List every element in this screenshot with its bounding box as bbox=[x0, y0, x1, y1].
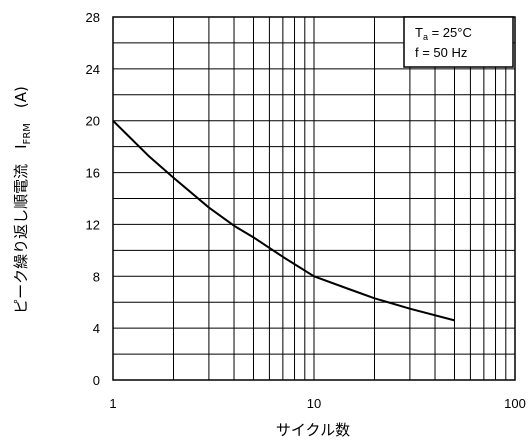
x-tick-label: 10 bbox=[307, 396, 321, 411]
legend-box: Ta = 25°C f = 50 Hz bbox=[403, 16, 514, 68]
y-tick-label: 8 bbox=[93, 269, 100, 284]
x-tick-label: 1 bbox=[109, 396, 116, 411]
series-line bbox=[112, 119, 455, 322]
y-tick-label: 0 bbox=[93, 373, 100, 388]
x-tick-label: 100 bbox=[504, 396, 526, 411]
y-tick-label: 24 bbox=[86, 62, 100, 77]
y-tick-label: 28 bbox=[86, 10, 100, 25]
y-tick-label: 16 bbox=[86, 166, 100, 181]
y-axis-title: ピーク繰り返し順電流 IFRM (A) bbox=[12, 86, 33, 314]
ticks: 0 4 8 12 16 20 24 28 1 10 100 bbox=[86, 10, 526, 411]
legend-frequency: f = 50 Hz bbox=[415, 45, 467, 60]
x-axis-title: サイクル数 bbox=[276, 421, 350, 439]
y-tick-label: 4 bbox=[93, 321, 100, 336]
y-tick-label: 20 bbox=[86, 114, 100, 129]
plot-frame bbox=[112, 16, 516, 381]
legend-temperature: Ta = 25°C bbox=[415, 25, 472, 42]
y-tick-label: 12 bbox=[86, 217, 100, 232]
grid bbox=[113, 17, 515, 380]
series bbox=[112, 119, 455, 322]
